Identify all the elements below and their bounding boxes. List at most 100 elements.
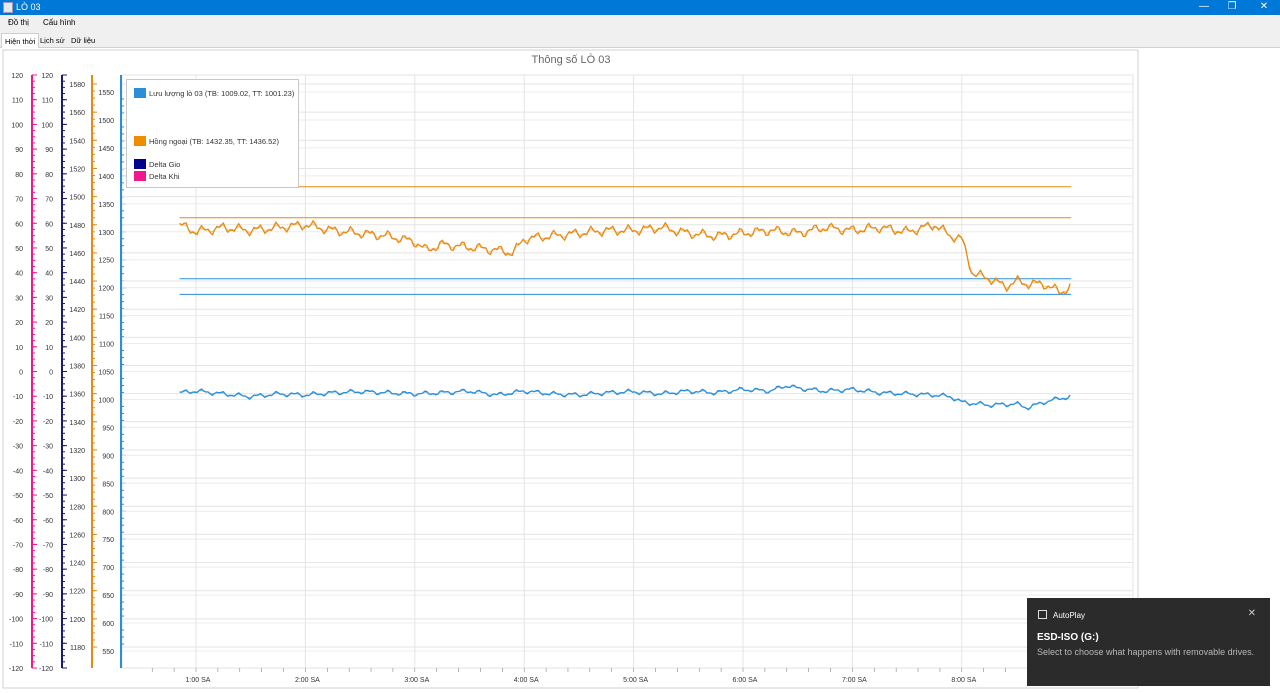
axis-tick-label: -110: [40, 641, 54, 648]
axis-tick-label: 950: [102, 425, 114, 432]
axis-tick-label: 1250: [98, 258, 114, 265]
axis-tick-label: -30: [43, 444, 53, 451]
notification-body: Select to choose what happens with remov…: [1037, 647, 1255, 657]
axis-tick-label: 1420: [69, 307, 85, 314]
axis-tick-label: -40: [43, 468, 53, 475]
axis-tick-label: 120: [11, 73, 23, 80]
axis-tick-label: 20: [45, 320, 53, 327]
x-tick-label: 6:00 SA: [733, 677, 758, 684]
axis-tick-label: 800: [102, 509, 114, 516]
x-tick-label: 5:00 SA: [623, 677, 648, 684]
axis-tick-label: 110: [12, 98, 23, 105]
legend-item-ir: Hồng ngoại (TB: 1432.35, TT: 1436.52): [134, 136, 279, 146]
axis-tick-label: 1400: [69, 335, 85, 342]
axis-tick-label: 1580: [69, 82, 85, 89]
axis-tick-label: 1550: [98, 90, 114, 97]
axis-tick-label: 600: [102, 621, 114, 628]
axis-tick-label: 1450: [98, 146, 114, 153]
axis-tick-label: 20: [15, 320, 23, 327]
tab-hien-thoi[interactable]: Hiện thời: [1, 33, 40, 48]
menu-cau-hinh[interactable]: Cấu hình: [43, 18, 76, 27]
menu-bar: Đồ thị Cấu hình: [0, 15, 1280, 31]
legend-item-delta-gio: Delta Gio: [134, 159, 180, 169]
axis-tick-label: 1050: [98, 370, 114, 377]
axis-tick-label: 1280: [69, 504, 85, 511]
x-tick-label: 7:00 SA: [842, 677, 867, 684]
axis-tick-label: 40: [15, 271, 23, 278]
axis-tick-label: 900: [102, 453, 114, 460]
minimize-button[interactable]: —: [1199, 1, 1209, 12]
axis-tick-label: 1340: [69, 420, 85, 427]
notification-app-name: AutoPlay: [1053, 611, 1086, 620]
close-icon[interactable]: ✕: [1247, 608, 1256, 619]
legend-label-flow: Lưu lượng lò 03 (TB: 1009.02, TT: 1001.2…: [149, 88, 295, 98]
axis-tick-label: 1500: [69, 195, 85, 202]
tab-lich-su[interactable]: Lịch sử: [40, 36, 65, 45]
legend-swatch-delta-khi: [134, 171, 146, 181]
axis-tick-label: 100: [41, 122, 53, 129]
axis-tick-label: -100: [9, 617, 23, 624]
axis-tick-label: -50: [43, 493, 53, 500]
axis-tick-label: 1180: [70, 645, 85, 652]
axis-tick-label: 10: [15, 345, 23, 352]
axis-tick-label: 30: [15, 295, 23, 302]
axis-tick-label: 100: [11, 122, 23, 129]
tab-du-lieu[interactable]: Dữ liệu: [71, 36, 96, 45]
axis-tick-label: -90: [13, 592, 23, 599]
axis-tick-label: 550: [102, 649, 114, 656]
axis-tick-label: 10: [45, 345, 53, 352]
axis-tick-label: 110: [42, 98, 53, 105]
axis-tick-label: -10: [13, 394, 23, 401]
app-icon: [3, 2, 13, 13]
axis-tick-label: 1540: [69, 138, 85, 145]
axis-tick-label: 50: [15, 246, 23, 253]
chart-legend: Lưu lượng lò 03 (TB: 1009.02, TT: 1001.2…: [126, 79, 299, 188]
menu-do-thi[interactable]: Đồ thị: [8, 18, 29, 27]
axis-tick-label: 70: [45, 197, 53, 204]
legend-item-delta-khi: Delta Khi: [134, 171, 179, 181]
restore-button[interactable]: ❐: [1227, 1, 1237, 12]
axis-tick-label: -100: [39, 617, 53, 624]
axis-tick-label: 50: [45, 246, 53, 253]
axis-tick-label: -60: [13, 518, 23, 525]
legend-label-delta-khi: Delta Khi: [149, 171, 180, 181]
axis-tick-label: -70: [43, 542, 53, 549]
axis-tick-label: -120: [9, 666, 23, 673]
axis-tick-label: 1350: [98, 202, 114, 209]
axis-tick-label: 1240: [69, 561, 85, 568]
axis-tick-label: 1440: [69, 279, 85, 286]
x-tick-label: 8:00 SA: [951, 677, 976, 684]
axis-tick-label: 1200: [98, 286, 114, 293]
x-tick-label: 2:00 SA: [295, 677, 320, 684]
series-ir-line: [179, 219, 1071, 295]
axis-tick-label: -110: [10, 641, 24, 648]
axis-tick-label: 1460: [69, 251, 85, 258]
axis-tick-label: 30: [45, 295, 53, 302]
legend-swatch-delta-gio: [134, 159, 146, 169]
axis-tick-label: 1480: [69, 223, 85, 230]
axis-tick-label: -80: [43, 567, 53, 574]
axis-tick-label: 0: [19, 370, 23, 377]
axis-tick-label: 650: [102, 593, 114, 600]
axis-tick-label: 60: [45, 221, 53, 228]
axis-tick-label: 1320: [69, 448, 85, 455]
close-button[interactable]: ✕: [1259, 1, 1269, 12]
axis-tick-label: 90: [45, 147, 53, 154]
axis-tick-label: 850: [102, 481, 114, 488]
x-tick-label: 1:00 SA: [186, 677, 211, 684]
axis-tick-label: 40: [45, 271, 53, 278]
axis-tick-label: 1400: [98, 174, 114, 181]
autoplay-notification[interactable]: AutoPlay ✕ ESD-ISO (G:) Select to choose…: [1027, 598, 1270, 686]
axis-tick-label: 80: [15, 172, 23, 179]
window-title: LÒ 03: [16, 2, 41, 12]
axis-tick-label: 1200: [69, 617, 85, 624]
axis-tick-label: 1300: [69, 476, 85, 483]
axis-tick-label: -40: [13, 468, 23, 475]
axis-tick-label: 1500: [98, 118, 114, 125]
axis-tick-label: 70: [15, 197, 23, 204]
x-tick-label: 4:00 SA: [514, 677, 539, 684]
axis-tick-label: -60: [43, 518, 53, 525]
chart-title: Thông số LÒ 03: [532, 53, 611, 66]
legend-label-ir: Hồng ngoại (TB: 1432.35, TT: 1436.52): [149, 136, 279, 146]
x-tick-label: 3:00 SA: [404, 677, 429, 684]
